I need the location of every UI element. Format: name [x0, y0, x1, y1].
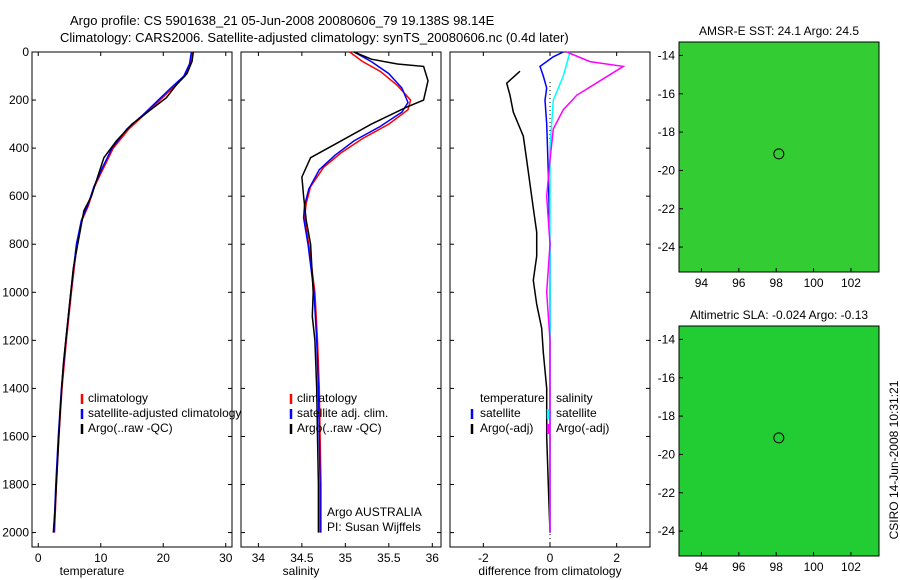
y-tick-label: -18 [658, 125, 676, 139]
x-tick-label: 36 [426, 551, 440, 565]
y-tick-label: 1800 [2, 478, 29, 492]
x-tick-label: 35 [339, 551, 353, 565]
y-tick-label: 400 [9, 141, 29, 155]
y-tick-label: -18 [658, 409, 676, 423]
series-line-3 [545, 51, 626, 533]
map-field [679, 42, 879, 272]
x-tick-label: 94 [695, 276, 709, 290]
y-tick-label: -22 [658, 202, 676, 216]
x-tick-label: 98 [770, 560, 784, 574]
x-tick-label: 20 [157, 551, 171, 565]
y-tick-label: 800 [9, 237, 29, 251]
header-line2: Climatology: CARS2006. Satellite-adjuste… [60, 30, 569, 45]
series-line-1 [53, 51, 193, 533]
map-base [679, 326, 879, 556]
header-line1: Argo profile: CS 5901638_21 05-Jun-2008 … [70, 13, 495, 28]
map-field [679, 326, 879, 556]
side-label: CSIRO 14-Jun-2008 10:31:21 [887, 380, 900, 539]
x-tick-label: 0 [35, 551, 42, 565]
x-tick-label: 34.5 [290, 551, 314, 565]
temperature-panel: 0 10 20 30 0 200 400 600 800 1000 1200 1400 1600 1800… [2, 45, 241, 578]
x-axis-label: salinity [283, 564, 320, 578]
annotation: Argo AUSTRALIA [327, 505, 422, 519]
x-tick-label: 94 [695, 560, 709, 574]
legend-entry: Argo(-adj) [480, 421, 533, 435]
legend-group-title: temperature [480, 391, 545, 405]
y-tick-label: -22 [658, 486, 676, 500]
x-tick-label: 34 [252, 551, 266, 565]
annotation: PI: Susan Wijffels [327, 520, 421, 534]
y-tick-label: -16 [658, 371, 676, 385]
legend-entry: Argo(-adj) [556, 421, 609, 435]
x-tick-label: 0 [547, 551, 554, 565]
sla-map-panel: Altimetric SLA: -0.024 Argo: -0.13 94 96 98… [658, 308, 880, 574]
x-tick-label: 100 [804, 560, 824, 574]
y-tick-label: 0 [22, 45, 29, 59]
y-tick-label: 1400 [2, 381, 29, 395]
series-line-2 [549, 51, 571, 533]
legend-entry: satellite adj. clim. [297, 406, 388, 420]
y-tick-label: 1200 [2, 333, 29, 347]
sst-map-panel: AMSR-E SST: 24.1 Argo: 24.5 94 96 98 100 102 -… [658, 24, 880, 290]
series-line-2 [301, 51, 429, 533]
map-title: Altimetric SLA: -0.024 Argo: -0.13 [690, 308, 868, 322]
legend-entry: climatology [297, 391, 357, 405]
x-tick-label: 100 [804, 276, 824, 290]
y-tick-label: -14 [658, 332, 676, 346]
map-frame [678, 41, 880, 273]
y-tick-label: 600 [9, 189, 29, 203]
series-line-2 [52, 51, 195, 533]
y-tick-label: -24 [658, 524, 676, 538]
argo-position-marker [773, 432, 785, 444]
x-axis-label: difference from climatology [478, 564, 621, 578]
legend-entry: satellite-adjusted climatology [88, 406, 241, 420]
legend-entry: Argo(..raw -QC) [88, 421, 173, 435]
y-tick-label: -20 [658, 163, 676, 177]
y-tick-label: 200 [9, 93, 29, 107]
y-tick-label: -20 [658, 447, 676, 461]
plot-frame [240, 51, 442, 548]
x-tick-label: 10 [94, 551, 108, 565]
x-tick-label: 98 [770, 276, 784, 290]
x-axis-label: temperature [60, 564, 125, 578]
plot-frame [31, 51, 233, 548]
x-tick-label: 96 [732, 276, 746, 290]
map-title: AMSR-E SST: 24.1 Argo: 24.5 [699, 24, 859, 38]
x-tick-label: -2 [478, 551, 489, 565]
map-frame [678, 325, 880, 557]
y-tick-label: -16 [658, 87, 676, 101]
legend-entry: Argo(..raw -QC) [297, 421, 382, 435]
map-base [679, 42, 879, 272]
y-tick-label: 1600 [2, 429, 29, 443]
x-tick-label: 2 [613, 551, 620, 565]
x-tick-label: 96 [732, 560, 746, 574]
series-line-1 [505, 70, 551, 533]
y-tick-label: 2000 [2, 526, 29, 540]
x-tick-label: 102 [841, 560, 861, 574]
argo-position-marker [773, 148, 785, 160]
series-line-0 [53, 51, 193, 533]
legend-entry: climatology [88, 391, 148, 405]
y-tick-label: -14 [658, 48, 676, 62]
x-tick-label: 35.5 [377, 551, 401, 565]
legend-entry: satellite [480, 406, 521, 420]
salinity-panel: 34 34.5 35 35.5 36 salinity climatologysatelli… [240, 51, 442, 578]
legend-entry: satellite [556, 406, 597, 420]
series-line-1 [302, 51, 409, 533]
x-tick-label: 30 [219, 551, 233, 565]
x-tick-label: 102 [841, 276, 861, 290]
y-tick-label: -24 [658, 240, 676, 254]
series-line-0 [303, 51, 412, 533]
legend-group-title: salinity [556, 391, 593, 405]
y-tick-label: 1000 [2, 285, 29, 299]
